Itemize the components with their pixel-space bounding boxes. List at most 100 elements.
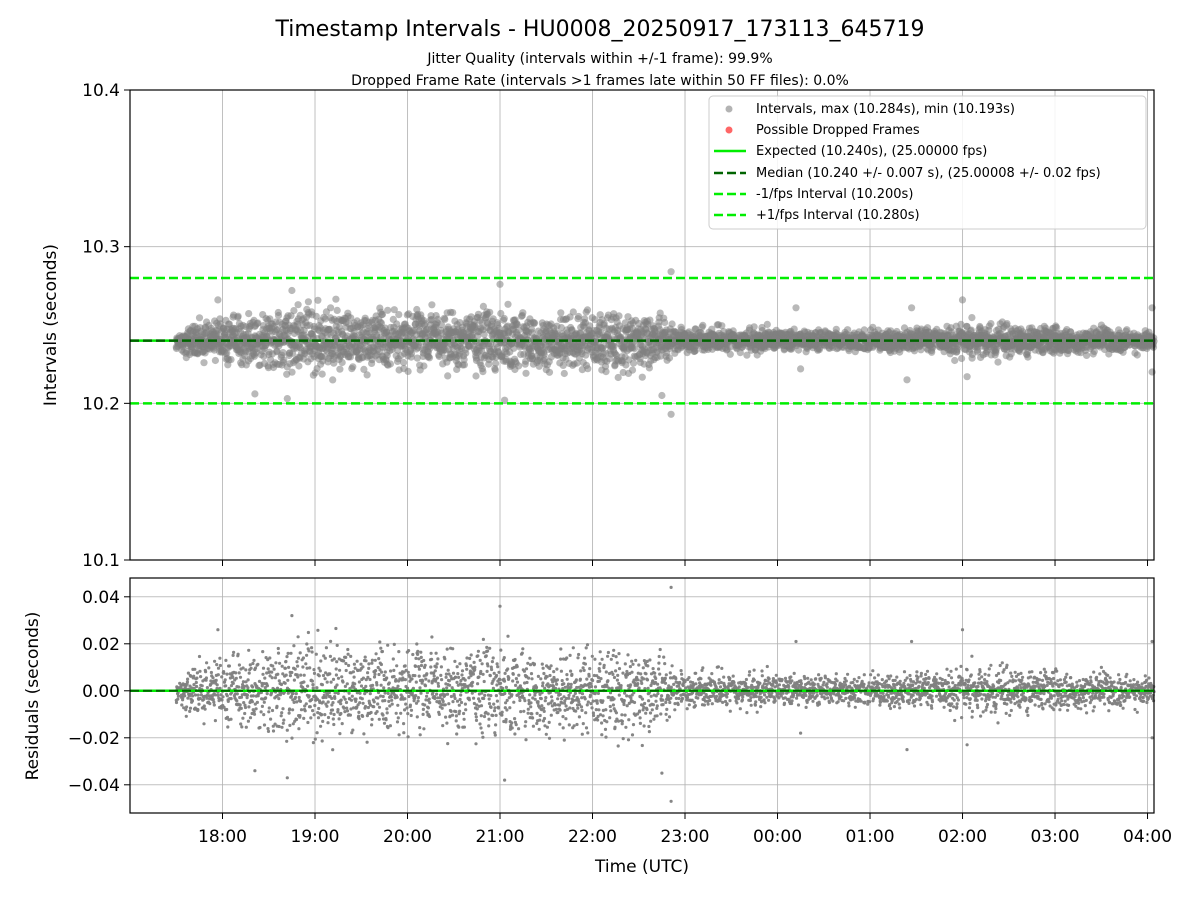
- residual-point: [318, 669, 322, 673]
- residual-point: [202, 722, 206, 726]
- residual-point: [433, 696, 437, 701]
- residual-point: [411, 686, 415, 690]
- interval-point: [280, 356, 288, 364]
- residual-point: [457, 725, 461, 729]
- interval-point: [619, 368, 627, 377]
- residual-point: [279, 714, 283, 718]
- residual-point: [241, 666, 245, 670]
- residual-point: [247, 671, 251, 675]
- residual-point: [268, 656, 272, 660]
- residual-point: [454, 710, 458, 714]
- residual-point: [235, 699, 239, 703]
- residual-point: [339, 711, 343, 716]
- residual-point: [292, 644, 296, 648]
- interval-point: [667, 268, 675, 276]
- residual-point: [373, 672, 377, 676]
- residual-point: [414, 656, 418, 661]
- residual-point: [259, 710, 263, 714]
- interval-point: [718, 322, 726, 330]
- interval-point: [530, 319, 539, 327]
- residual-point: [436, 681, 440, 686]
- residual-point: [319, 659, 323, 663]
- residual-point: [348, 713, 352, 717]
- interval-point: [958, 296, 967, 304]
- residual-point: [375, 683, 379, 687]
- interval-point: [614, 373, 622, 382]
- residual-point: [234, 676, 238, 680]
- interval-point: [288, 368, 296, 376]
- residual-point: [252, 709, 256, 714]
- residual-point: [184, 708, 188, 712]
- residual-point: [456, 672, 460, 676]
- residual-point: [299, 708, 304, 712]
- residual-point: [370, 723, 374, 727]
- residual-point: [478, 699, 482, 703]
- interval-point: [797, 365, 805, 373]
- residual-point: [329, 639, 333, 644]
- residual-point: [277, 697, 281, 701]
- residual-point: [459, 700, 464, 705]
- residual-point: [294, 717, 299, 722]
- residual-point: [467, 698, 471, 702]
- residual-point: [376, 696, 380, 700]
- residual-point: [366, 705, 370, 710]
- residual-point: [443, 703, 447, 707]
- interval-point: [363, 371, 371, 379]
- interval-point: [378, 310, 386, 319]
- residual-point: [194, 680, 198, 685]
- residual-point: [246, 678, 250, 682]
- residual-point: [409, 713, 413, 718]
- interval-point: [743, 351, 751, 359]
- residual-point: [358, 691, 362, 695]
- residual-point: [404, 702, 408, 706]
- interval-point: [951, 356, 959, 365]
- interval-point: [336, 365, 344, 373]
- residual-point: [481, 637, 485, 642]
- residual-point: [450, 713, 455, 717]
- residual-point: [183, 694, 187, 698]
- residual-point: [276, 672, 280, 676]
- residual-point: [298, 699, 303, 704]
- residual-point: [449, 709, 453, 714]
- residual-point: [453, 659, 457, 664]
- interval-point: [560, 369, 568, 378]
- residuals-y-tick-label: −0.04: [68, 776, 120, 796]
- residual-point: [221, 695, 225, 699]
- residual-point: [446, 668, 450, 672]
- residual-point: [338, 668, 342, 672]
- interval-point: [479, 368, 487, 376]
- residual-point: [270, 670, 274, 674]
- interval-point: [794, 346, 803, 354]
- interval-point: [1148, 368, 1156, 376]
- residual-point: [252, 712, 257, 716]
- interval-point: [629, 359, 638, 367]
- interval-point: [329, 376, 337, 384]
- interval-point: [492, 359, 500, 367]
- residual-point: [330, 708, 335, 712]
- residual-point: [271, 664, 275, 668]
- residual-point: [415, 642, 419, 646]
- residual-point: [444, 675, 448, 679]
- residual-point: [255, 700, 259, 705]
- interval-point: [420, 362, 428, 370]
- residual-point: [305, 653, 309, 657]
- residual-point: [435, 692, 439, 696]
- residual-point: [359, 662, 363, 666]
- interval-point: [214, 296, 222, 304]
- interval-point: [602, 368, 610, 376]
- residual-point: [243, 711, 247, 716]
- residual-point: [296, 675, 300, 679]
- residual-point: [306, 630, 310, 635]
- interval-point: [557, 309, 565, 317]
- residual-point: [455, 680, 459, 685]
- residual-point: [330, 696, 334, 701]
- residual-point: [382, 673, 386, 678]
- residual-point: [248, 716, 253, 720]
- interval-point: [211, 356, 219, 365]
- residual-point: [306, 720, 310, 725]
- residual-point: [343, 697, 347, 701]
- interval-point: [384, 306, 392, 314]
- residual-point: [402, 731, 406, 735]
- residual-point: [454, 719, 458, 723]
- interval-point: [519, 309, 527, 317]
